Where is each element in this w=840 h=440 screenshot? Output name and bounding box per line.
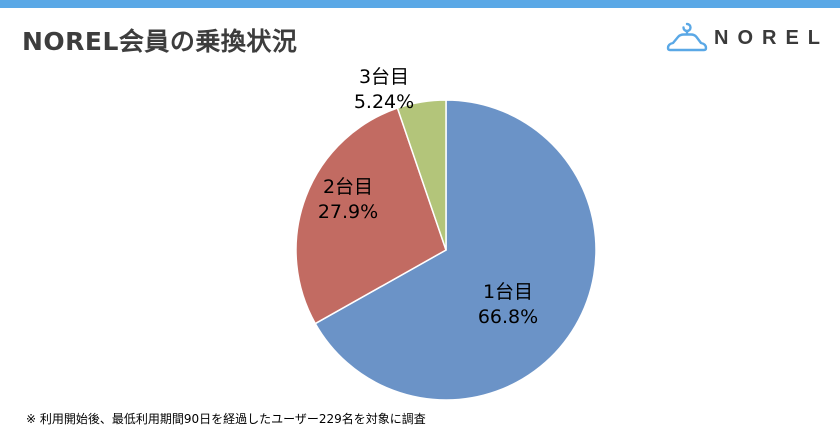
logo-wordmark: NOREL (714, 27, 829, 49)
slice-label-3: 3台目 (359, 66, 409, 88)
pie-slice-1 (314, 99, 597, 401)
slice-value-2: 27.9% (318, 201, 378, 223)
slice-label-1: 1台目 (483, 281, 533, 303)
car-hanger-icon (666, 22, 708, 52)
slice-value-3: 5.24% (354, 91, 414, 113)
footnote: ※ 利用開始後、最低利用期間90日を経過したユーザー229名を対象に調査 (26, 412, 426, 426)
slice-label-2: 2台目 (323, 176, 373, 198)
top-accent-bar (0, 0, 840, 8)
pie-slice-3 (396, 99, 447, 251)
norel-logo: NOREL (664, 20, 829, 56)
pie-slice-2 (295, 107, 447, 325)
slice-value-1: 66.8% (478, 306, 538, 328)
page-title: NOREL会員の乗換状況 (22, 27, 298, 56)
